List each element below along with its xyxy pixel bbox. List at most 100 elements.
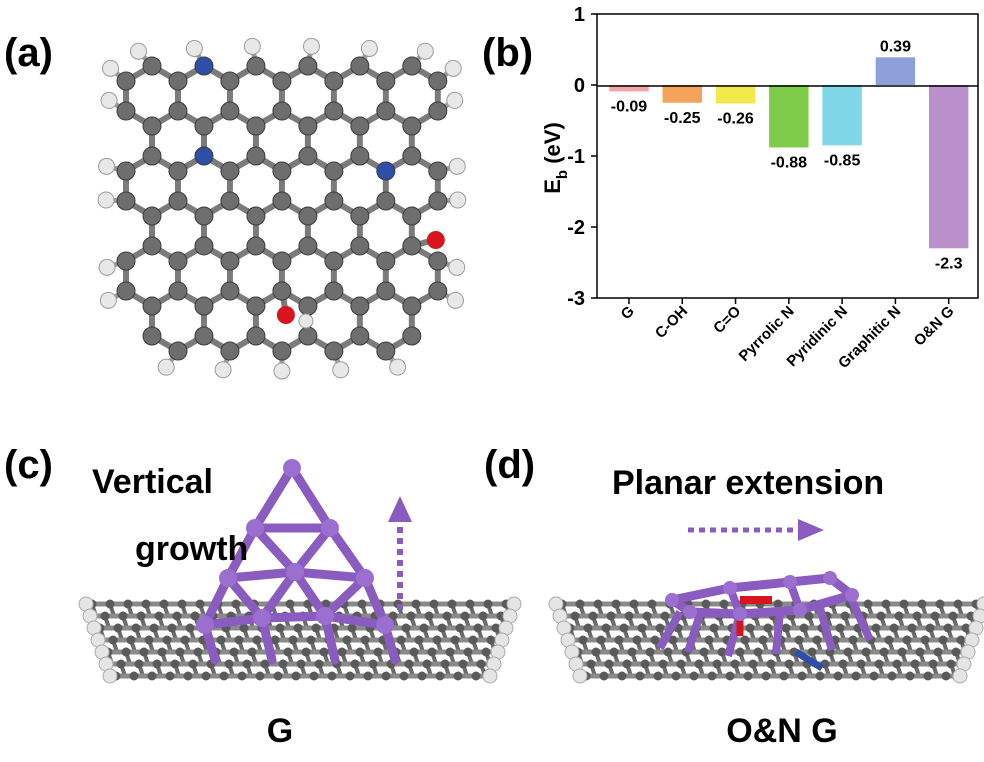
cluster-atom <box>196 616 214 634</box>
pyramid-cluster <box>196 459 400 665</box>
substrate-atom <box>147 671 157 681</box>
carbon-atom <box>168 251 188 271</box>
carbon-atom <box>298 206 318 226</box>
cluster-atom <box>376 616 394 634</box>
y-tick-label-4: -3 <box>567 288 585 310</box>
substrate-atom <box>285 599 295 609</box>
carbon-atom <box>298 116 318 136</box>
carbon-atom <box>142 116 162 136</box>
substrate-atom <box>707 671 717 681</box>
substrate-atom <box>815 671 825 681</box>
carbon-atom <box>376 71 396 91</box>
substrate-atom <box>123 599 133 609</box>
substrate-atom <box>856 659 866 669</box>
bar-3 <box>769 85 809 148</box>
carbon-atom <box>168 191 188 211</box>
cluster-bond <box>320 611 390 630</box>
carbon-atom <box>350 146 370 166</box>
substrate-atom <box>933 647 943 657</box>
substrate-atom <box>887 671 897 681</box>
substrate-atom <box>784 659 794 669</box>
carbon-atom <box>272 71 292 91</box>
carbon-atom <box>220 341 240 361</box>
cluster-bond <box>735 605 805 619</box>
hydrogen-atom <box>185 39 203 57</box>
cluster-atom <box>793 603 807 617</box>
substrate-atom <box>622 659 632 669</box>
hydrogen-atom <box>446 291 464 309</box>
substrate-atom <box>948 611 958 621</box>
hydrogen-atom <box>446 91 464 109</box>
cluster-atom <box>723 581 737 595</box>
substrate-atom <box>432 635 442 645</box>
substrate-atom <box>627 647 637 657</box>
nitrogen-atom <box>194 146 214 166</box>
substrate-atom <box>314 659 324 669</box>
substrate-atom <box>614 635 624 645</box>
substrate-atom <box>237 671 247 681</box>
substrate-atom <box>712 659 722 669</box>
substrate-atom <box>881 599 891 609</box>
substrate-atom <box>252 635 262 645</box>
substrate-atom <box>419 623 429 633</box>
hydroxyl-hydrogen-atom <box>298 313 314 329</box>
substrate-atom <box>740 635 750 645</box>
carbon-atom <box>246 236 266 256</box>
substrate-atom <box>689 671 699 681</box>
substrate-atom <box>234 635 244 645</box>
carbon-atom <box>428 191 448 211</box>
carbon-atom <box>272 101 292 121</box>
graphene-substrate <box>78 596 522 684</box>
graphene-molecule-model <box>97 37 467 380</box>
substrate-atom <box>604 659 614 669</box>
substrate-atom <box>748 659 758 669</box>
carbon-atom <box>376 341 396 361</box>
substrate-atom <box>437 623 447 633</box>
substrate-atom <box>154 611 164 621</box>
carbon-atom <box>246 326 266 346</box>
substrate-atom <box>463 647 473 657</box>
substrate-atom <box>833 671 843 681</box>
substrate-atom <box>327 671 337 681</box>
substrate-atom <box>219 671 229 681</box>
substrate-atom <box>899 599 909 609</box>
hydrogen-atom <box>389 358 407 376</box>
substrate-atom <box>642 611 652 621</box>
cluster-bond <box>325 523 370 583</box>
carbon-atom <box>194 236 214 256</box>
edge-hydrogen <box>482 668 498 684</box>
substrate-atom <box>255 671 265 681</box>
bar-2 <box>715 85 756 104</box>
substrate-atom <box>730 659 740 669</box>
up-arrow-icon <box>388 496 412 610</box>
cluster-atom <box>665 593 679 607</box>
carbon-atom <box>298 146 318 166</box>
carbon-atom <box>324 251 344 271</box>
cluster-bond <box>257 611 330 623</box>
substrate-atom <box>637 623 647 633</box>
substrate-atom <box>195 599 205 609</box>
carbon-atom <box>168 281 188 301</box>
substrate-atom <box>575 599 585 609</box>
substrate-atom <box>442 611 452 621</box>
substrate-atom <box>129 671 139 681</box>
substrate-atom <box>149 623 159 633</box>
cluster-bond <box>320 573 370 621</box>
carbon-atom <box>142 56 162 76</box>
y-tick-label-0: 1 <box>574 4 585 26</box>
substrate-atom <box>355 647 365 657</box>
carbon-atom <box>298 236 318 256</box>
carbon-atom <box>168 101 188 121</box>
substrate-atom <box>869 671 879 681</box>
edge-hydrogen <box>572 668 588 684</box>
nitrogen-atom <box>376 161 396 181</box>
cluster-atom <box>219 569 237 587</box>
hydrogen-atom <box>449 191 467 209</box>
substrate-atom <box>907 623 917 633</box>
carbon-atom <box>246 146 266 166</box>
y-axis-title-unit: (eV) <box>540 122 565 170</box>
data-label-5: 0.39 <box>880 38 911 55</box>
carbon-atom <box>272 251 292 271</box>
substrate-atom <box>296 659 306 669</box>
